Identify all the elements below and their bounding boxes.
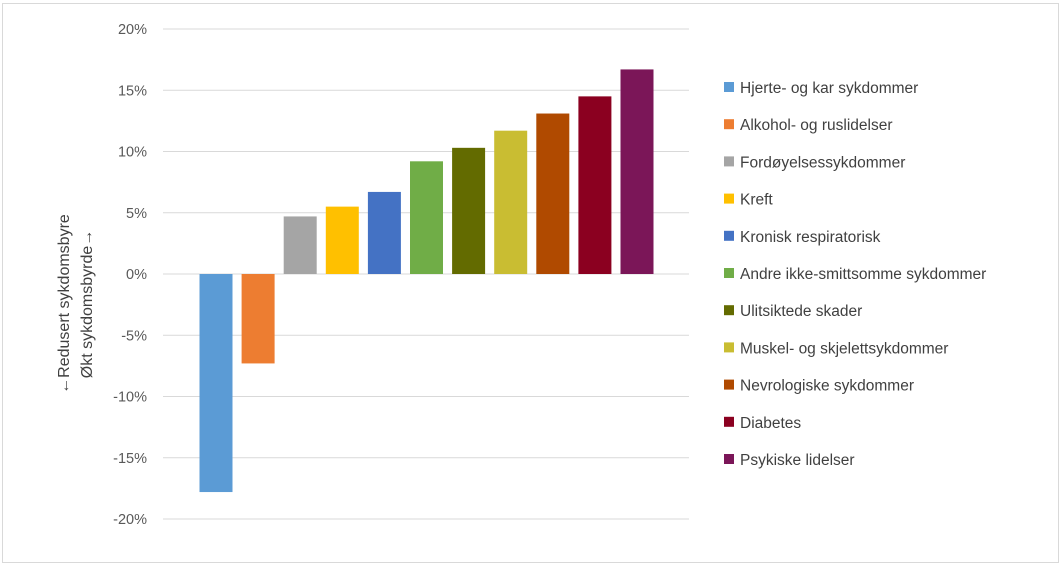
legend-label: Hjerte- og kar sykdommer xyxy=(740,80,918,97)
bar xyxy=(452,147,486,274)
y-tick-label: -15% xyxy=(113,451,147,467)
legend-label: Kronisk respiratorisk xyxy=(740,229,881,246)
chart-frame: 20% 15% 10% 5% 0% -5% -10% -15% -20% Hjerte- og … xyxy=(2,3,1059,563)
bar xyxy=(199,274,233,493)
legend-swatch xyxy=(724,268,734,278)
legend-swatch xyxy=(724,230,734,241)
legend-swatch xyxy=(724,342,734,353)
bar xyxy=(410,161,443,274)
legend-label: Kreft xyxy=(740,192,773,209)
y-axis-title: ←Redusert sykdomsbyre Økt sykdomsbyrde→ xyxy=(56,214,96,394)
y-tick-label: 0% xyxy=(126,267,147,283)
legend-label: Nevrologiske sykdommer xyxy=(740,378,914,395)
y-axis-title-line-2: Økt sykdomsbyrde→ xyxy=(79,230,96,378)
legend-swatch xyxy=(724,454,734,464)
y-tick-label: 10% xyxy=(118,145,147,161)
bar xyxy=(620,69,654,274)
bar xyxy=(367,191,401,274)
bar xyxy=(536,113,570,275)
y-axis-tick-labels: 20% 15% 10% 5% 0% -5% -10% -15% -20% xyxy=(113,22,147,528)
legend-swatch xyxy=(724,305,734,316)
legend-label: Psykiske lidelser xyxy=(740,452,855,469)
legend-label: Diabetes xyxy=(740,415,801,432)
legend-swatch xyxy=(724,119,734,130)
legend-label: Andre ikke-smittsomme sykdommer xyxy=(740,266,986,283)
bar xyxy=(283,216,317,274)
y-tick-label: -5% xyxy=(121,328,147,344)
bars xyxy=(199,69,654,493)
legend-swatch xyxy=(724,156,734,167)
y-tick-label: 5% xyxy=(126,206,147,222)
legend-swatch xyxy=(724,193,734,204)
bar-chart: 20% 15% 10% 5% 0% -5% -10% -15% -20% Hjerte- og … xyxy=(56,22,986,528)
legend-swatch xyxy=(724,379,734,390)
y-tick-label: 20% xyxy=(118,22,147,38)
legend-label: Ulitsiktede skader xyxy=(740,303,862,320)
bar xyxy=(494,130,528,274)
bar xyxy=(241,274,275,364)
legend: Hjerte- og kar sykdommer Alkohol- og rusl… xyxy=(724,80,986,469)
legend-label: Fordøyelsessykdommer xyxy=(740,154,905,171)
y-tick-label: -20% xyxy=(113,512,147,528)
y-tick-label: -10% xyxy=(113,390,147,406)
y-axis-title-line-1: ←Redusert sykdomsbyre xyxy=(56,214,73,394)
legend-label: Alkohol- og ruslidelser xyxy=(740,117,893,134)
legend-swatch xyxy=(724,82,734,92)
y-tick-label: 15% xyxy=(118,83,147,99)
bar xyxy=(578,96,612,274)
bar xyxy=(325,206,359,274)
legend-swatch xyxy=(724,416,734,427)
legend-label: Muskel- og skjelettsykdommer xyxy=(740,340,948,357)
